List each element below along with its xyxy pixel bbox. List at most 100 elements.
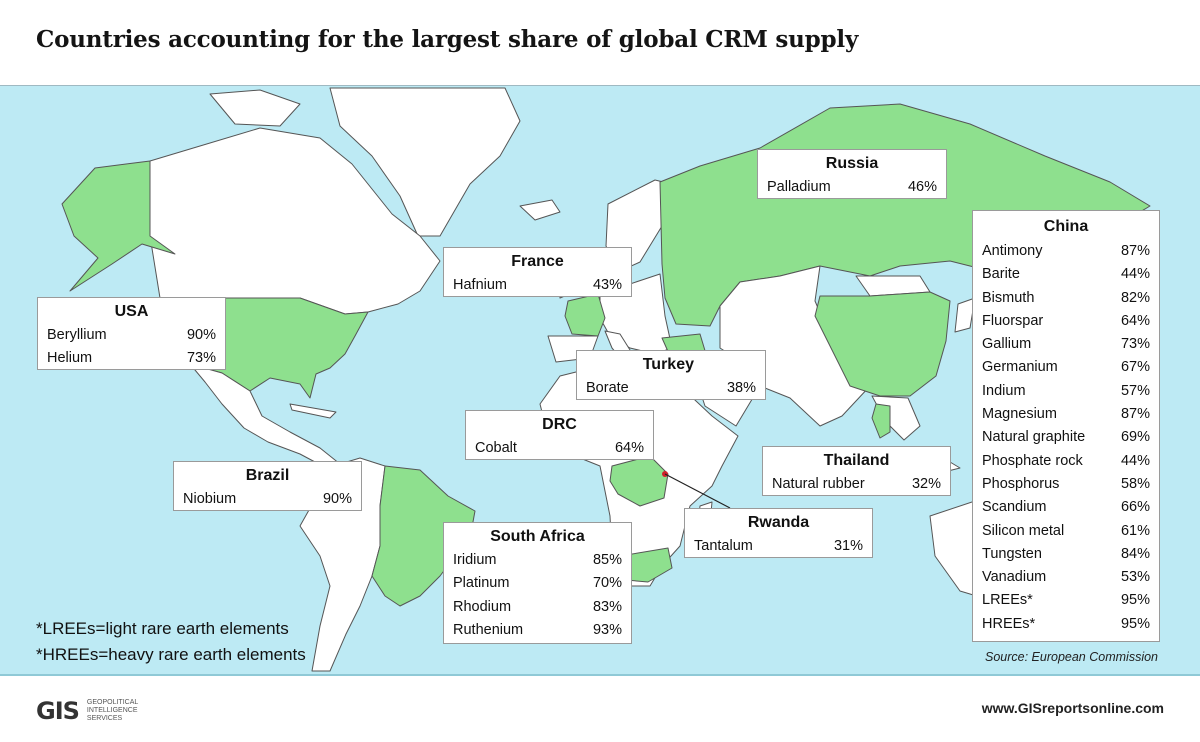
material-share: 38% bbox=[726, 380, 756, 396]
callout-russia: Russia Palladium 46% bbox=[757, 149, 947, 199]
material-share: 31% bbox=[833, 538, 863, 554]
material-name: Borate bbox=[586, 380, 629, 396]
callout-south-africa: South Africa Iridium 85% Platinum 70% Rh… bbox=[443, 522, 632, 644]
callout-row: Barite 44% bbox=[982, 263, 1150, 286]
callout-country: DRC bbox=[542, 416, 577, 433]
material-share: 44% bbox=[1120, 452, 1150, 469]
callout-brazil: Brazil Niobium 90% bbox=[173, 461, 362, 511]
callout-drc: DRC Cobalt 64% bbox=[465, 410, 654, 460]
callout-row: Scandium 66% bbox=[982, 496, 1150, 519]
material-share: 69% bbox=[1120, 429, 1150, 446]
callout-row: Bismuth 82% bbox=[982, 287, 1150, 310]
material-share: 67% bbox=[1120, 359, 1150, 376]
material-name: Silicon metal bbox=[982, 522, 1065, 539]
material-share: 95% bbox=[1120, 615, 1150, 632]
material-name: Iridium bbox=[453, 552, 497, 568]
callout-row: Indium 57% bbox=[982, 380, 1150, 403]
gis-tagline-line: GEOPOLITICAL bbox=[86, 699, 139, 706]
china-shape bbox=[814, 291, 951, 397]
greenland-shape bbox=[329, 87, 521, 237]
material-name: Gallium bbox=[982, 336, 1032, 353]
material-name: Niobium bbox=[183, 491, 237, 507]
material-name: Platinum bbox=[453, 575, 510, 592]
footer-divider bbox=[0, 674, 1200, 676]
material-name: Fluorspar bbox=[982, 312, 1044, 329]
material-share: 90% bbox=[322, 491, 352, 507]
gis-tagline-line: SERVICES bbox=[86, 715, 123, 722]
material-name: Helium bbox=[47, 350, 93, 367]
callout-row: Beryllium 90% bbox=[47, 324, 216, 347]
material-share: 58% bbox=[1120, 475, 1150, 492]
material-share: 93% bbox=[592, 621, 622, 638]
arctic-islands-shape bbox=[209, 89, 301, 127]
callout-usa: USA Beryllium 90% Helium 73% bbox=[37, 297, 226, 370]
material-name: Natural graphite bbox=[982, 429, 1086, 446]
callout-country: USA bbox=[114, 303, 149, 320]
callout-country: Russia bbox=[825, 155, 879, 172]
material-share: 95% bbox=[1120, 592, 1150, 609]
website-link[interactable]: www.GISreportsonline.com bbox=[981, 700, 1164, 716]
callout-thailand: Thailand Natural rubber 32% bbox=[762, 446, 951, 496]
material-name: Palladium bbox=[767, 179, 831, 195]
material-name: Natural rubber bbox=[772, 476, 865, 492]
callout-row: Ruthenium 93% bbox=[453, 619, 622, 642]
material-share: 64% bbox=[1120, 312, 1150, 329]
page-title: Countries accounting for the largest sha… bbox=[36, 26, 859, 53]
callout-row: Fluorspar 64% bbox=[982, 310, 1150, 333]
gis-logo: GIS GEOPOLITICAL INTELLIGENCE SERVICES bbox=[36, 697, 138, 725]
note-lree: *LREEs=light rare earth elements bbox=[36, 619, 289, 638]
callout-row: Iridium 85% bbox=[453, 549, 622, 572]
material-share: 87% bbox=[1120, 243, 1150, 259]
callout-row: Phosphate rock 44% bbox=[982, 450, 1150, 473]
material-share: 82% bbox=[1120, 289, 1150, 306]
material-share: 57% bbox=[1120, 382, 1150, 399]
material-name: Beryllium bbox=[47, 327, 107, 343]
material-name: Scandium bbox=[982, 499, 1047, 516]
callout-row: LREEs* 95% bbox=[982, 589, 1150, 612]
material-name: Magnesium bbox=[982, 406, 1057, 423]
callout-row: Germanium 67% bbox=[982, 356, 1150, 379]
material-share: 73% bbox=[186, 350, 216, 367]
material-share: 90% bbox=[186, 327, 216, 343]
header-divider bbox=[0, 85, 1200, 86]
material-share: 87% bbox=[1120, 406, 1150, 423]
material-name: LREEs* bbox=[982, 592, 1033, 609]
rwanda-leader-line bbox=[664, 473, 731, 509]
material-share: 85% bbox=[592, 552, 622, 568]
gis-logo-tagline: GEOPOLITICAL INTELLIGENCE SERVICES bbox=[87, 699, 138, 723]
material-share: 83% bbox=[592, 598, 622, 615]
material-name: Phosphorus bbox=[982, 475, 1060, 492]
material-name: Barite bbox=[982, 266, 1020, 283]
material-name: Ruthenium bbox=[453, 621, 524, 638]
gis-tagline-line: INTELLIGENCE bbox=[86, 707, 138, 714]
callout-row: Tantalum 31% bbox=[694, 535, 863, 558]
thailand-shape bbox=[871, 403, 891, 439]
iceland-shape bbox=[519, 199, 561, 221]
callout-row: Hafnium 43% bbox=[453, 274, 622, 297]
material-share: 46% bbox=[907, 179, 937, 195]
callout-row: Silicon metal 61% bbox=[982, 520, 1150, 543]
callout-country: China bbox=[1043, 218, 1089, 235]
callout-row: Gallium 73% bbox=[982, 333, 1150, 356]
material-share: 66% bbox=[1120, 499, 1150, 516]
material-name: Germanium bbox=[982, 359, 1058, 376]
callout-france: France Hafnium 43% bbox=[443, 247, 632, 297]
brazil-shape bbox=[371, 465, 476, 607]
callout-country: Turkey bbox=[642, 356, 694, 373]
material-share: 73% bbox=[1120, 336, 1150, 353]
source-credit: Source: European Commission bbox=[985, 650, 1158, 664]
callout-china: China Antimony 87% Barite 44% Bismuth 82% F… bbox=[972, 210, 1160, 642]
material-share: 61% bbox=[1120, 522, 1150, 539]
material-name: HREEs* bbox=[982, 615, 1036, 632]
material-name: Hafnium bbox=[453, 277, 507, 293]
callout-row: Antimony 87% bbox=[982, 240, 1150, 263]
callout-row: Platinum 70% bbox=[453, 572, 622, 595]
france-shape bbox=[564, 293, 606, 337]
callout-row: Natural graphite 69% bbox=[982, 426, 1150, 449]
callout-row: Cobalt 64% bbox=[475, 437, 644, 460]
callout-row: Palladium 46% bbox=[767, 176, 937, 199]
material-share: 70% bbox=[592, 575, 622, 592]
material-name: Cobalt bbox=[475, 440, 517, 456]
callout-country: Brazil bbox=[245, 467, 290, 484]
callout-row: Niobium 90% bbox=[183, 488, 352, 511]
